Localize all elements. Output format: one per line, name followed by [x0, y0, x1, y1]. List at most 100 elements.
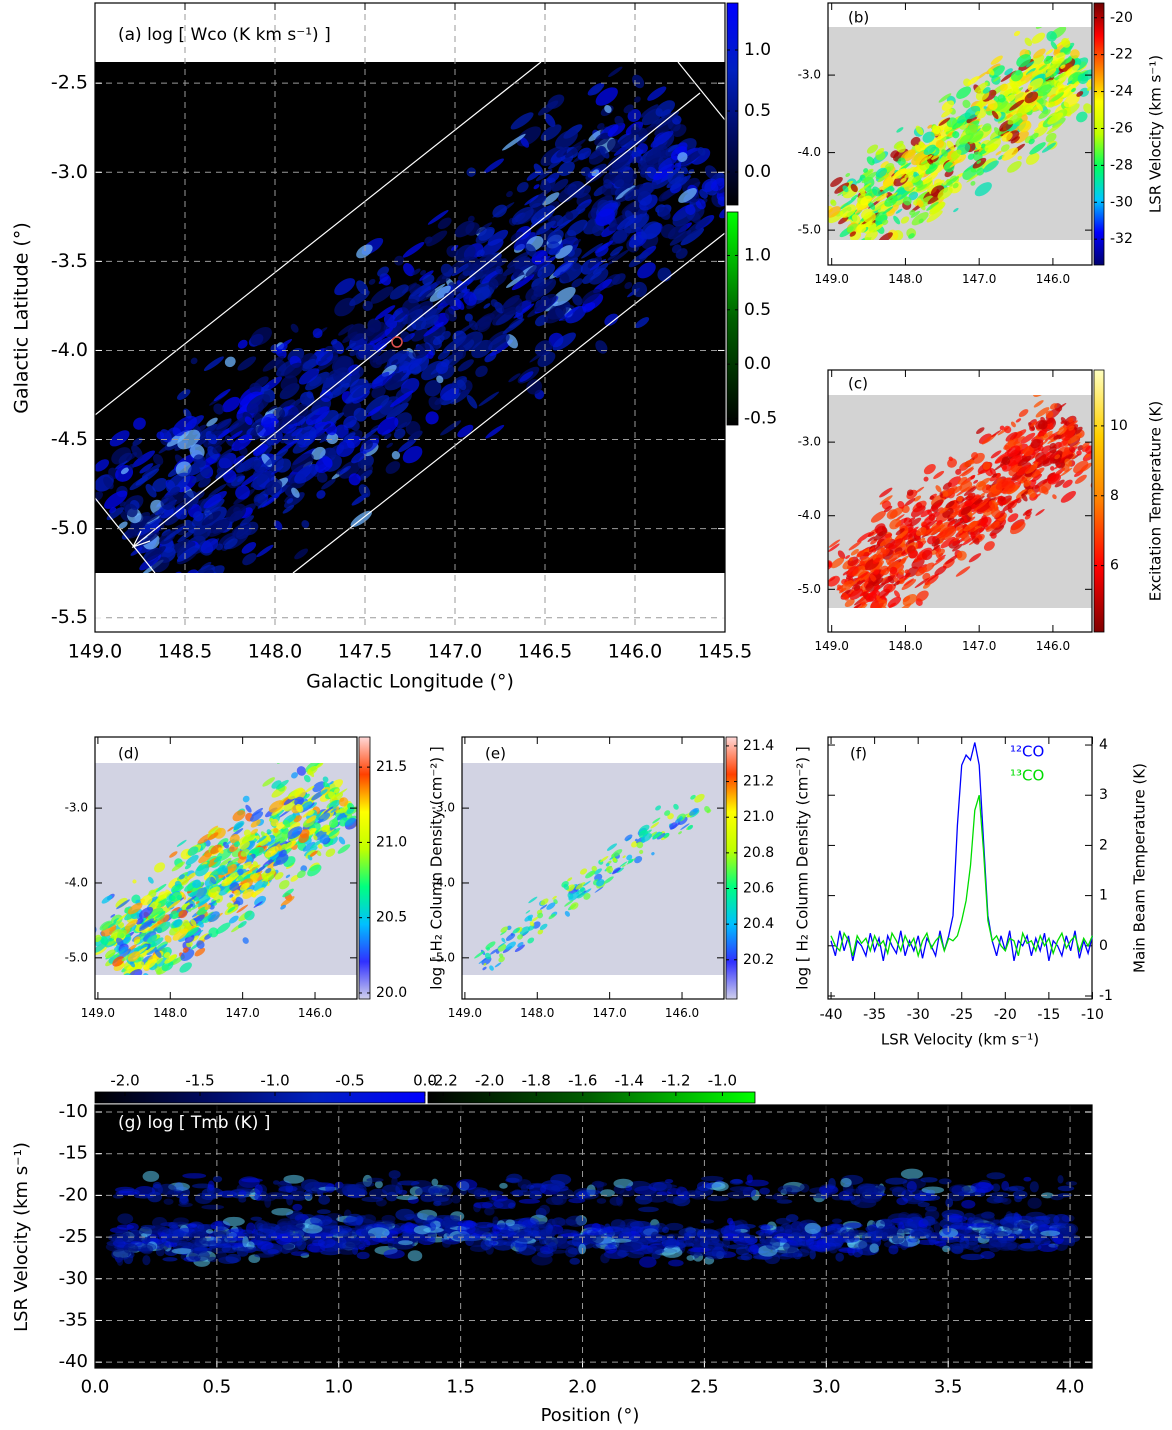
emission-blob — [857, 614, 864, 621]
colorbar-tick-label: 21.5 — [376, 759, 407, 775]
emission-blob — [118, 976, 131, 987]
emission-blob — [398, 1190, 407, 1195]
emission-blob — [357, 1252, 370, 1259]
colorbar-tick-label: 10 — [1110, 418, 1128, 434]
y-tick-label: -5.0 — [798, 582, 821, 596]
emission-blob — [869, 619, 876, 626]
emission-blob — [519, 1199, 540, 1204]
emission-blob — [397, 1180, 419, 1185]
emission-blob — [164, 1198, 174, 1204]
emission-blob — [712, 1181, 729, 1191]
colorbar — [727, 212, 738, 425]
colorbar-tick-label: 0.5 — [744, 101, 771, 121]
emission-blob — [303, 749, 314, 758]
x-tick-label: -40 — [820, 1007, 843, 1023]
y-tick-label: -5.0 — [51, 517, 88, 539]
colorbar-tick-label: 0.0 — [744, 354, 771, 374]
x-axis-label: Galactic Longitude (°) — [306, 671, 514, 693]
emission-blob — [866, 255, 882, 269]
x-tick-label: 145.5 — [698, 641, 752, 663]
y-tick-label: -3.5 — [51, 250, 88, 272]
colorbar-tick-label: 1.0 — [744, 40, 771, 60]
emission-blob — [173, 1217, 189, 1225]
emission-blob — [896, 1197, 908, 1205]
x-tick-label: 148.5 — [158, 641, 212, 663]
colorbar — [359, 737, 370, 999]
emission-blob — [875, 608, 893, 624]
panel-title: (e) — [485, 745, 506, 763]
x-tick-label: 147.5 — [338, 641, 392, 663]
emission-blob — [597, 1198, 607, 1204]
colorbar-tick-label: -24 — [1110, 84, 1133, 100]
panel-title: (c) — [848, 375, 868, 393]
emission-blob — [499, 1183, 508, 1189]
x-axis-label: LSR Velocity (km s⁻¹) — [881, 1031, 1039, 1049]
y-tick-label: 3 — [1099, 787, 1108, 803]
emission-blob — [178, 1203, 193, 1207]
x-tick-label: 146.0 — [1036, 639, 1070, 653]
emission-blob — [391, 1176, 398, 1187]
emission-blob — [187, 608, 206, 623]
colorbar-label: log [ H₂ Column Density (cm⁻²) ] — [794, 746, 812, 989]
x-tick-label: 146.5 — [518, 641, 572, 663]
emission-blob — [844, 1222, 862, 1228]
emission-blob — [427, 1215, 436, 1223]
colorbar-tick-label: 6 — [1110, 558, 1119, 574]
emission-blob — [213, 1176, 222, 1182]
colorbar-tick-label: 20.2 — [743, 952, 774, 968]
colorbar-tick-label: 20.5 — [376, 910, 407, 926]
emission-blob — [166, 591, 176, 601]
emission-blob — [120, 976, 130, 986]
emission-blob — [737, 1256, 750, 1260]
emission-blob — [680, 1239, 687, 1248]
emission-blob — [408, 1250, 423, 1261]
emission-blob — [217, 1222, 225, 1230]
emission-blob — [451, 1195, 461, 1204]
emission-blob — [917, 1239, 939, 1245]
panel-title: (d) — [118, 745, 139, 763]
colorbar-tick-label: 20.6 — [743, 880, 774, 896]
emission-blob — [223, 1217, 245, 1226]
colorbar — [1094, 3, 1104, 265]
y-tick-label: -3.0 — [432, 801, 455, 815]
emission-blob — [687, 1255, 695, 1261]
emission-blob — [973, 1246, 981, 1252]
emission-blob — [388, 1241, 395, 1249]
colorbar-label: LSR Velocity (km s⁻¹) — [1147, 55, 1165, 213]
emission-blob — [1066, 1181, 1078, 1186]
emission-blob — [292, 1204, 302, 1211]
emission-blob — [1014, 1195, 1022, 1202]
plot-frame — [828, 737, 1092, 999]
y-axis-label: Galactic Latitude (°) — [11, 222, 33, 414]
y-tick-label: 1 — [1099, 888, 1108, 904]
y-tick-label: -3.0 — [51, 161, 88, 183]
legend-entry: ¹³CO — [1010, 767, 1044, 785]
y-tick-label: -1 — [1099, 988, 1113, 1004]
emission-blob — [206, 1229, 213, 1233]
emission-blob — [889, 621, 906, 637]
x-tick-label: 147.0 — [962, 272, 996, 286]
colorbar-tick-label: -22 — [1110, 47, 1133, 63]
emission-blob — [132, 978, 146, 992]
colorbar-tick-label: 20.8 — [743, 845, 774, 861]
legend-entry: ¹²CO — [1010, 743, 1044, 761]
emission-blob — [707, 1196, 729, 1202]
emission-blob — [874, 613, 882, 621]
emission-blob — [187, 1223, 197, 1228]
emission-blob — [132, 978, 143, 987]
x-tick-label: 148.0 — [153, 1006, 187, 1020]
emission-blob — [1023, 1177, 1031, 1182]
x-tick-label: 147.0 — [962, 639, 996, 653]
y-tick-label: -2.5 — [51, 72, 88, 94]
emission-blob — [431, 1179, 438, 1186]
emission-blob — [740, 1187, 750, 1192]
emission-blob — [799, 1184, 809, 1193]
colorbar-tick-label: -26 — [1110, 120, 1133, 136]
y-tick-label: -5.0 — [432, 950, 455, 964]
colorbar-tick-label: 8 — [1110, 488, 1119, 504]
y-tick-label: 0 — [1099, 938, 1108, 954]
colorbar-tick-label: 20.4 — [743, 916, 774, 932]
emission-blob — [143, 1171, 160, 1182]
emission-blob — [840, 1178, 851, 1188]
